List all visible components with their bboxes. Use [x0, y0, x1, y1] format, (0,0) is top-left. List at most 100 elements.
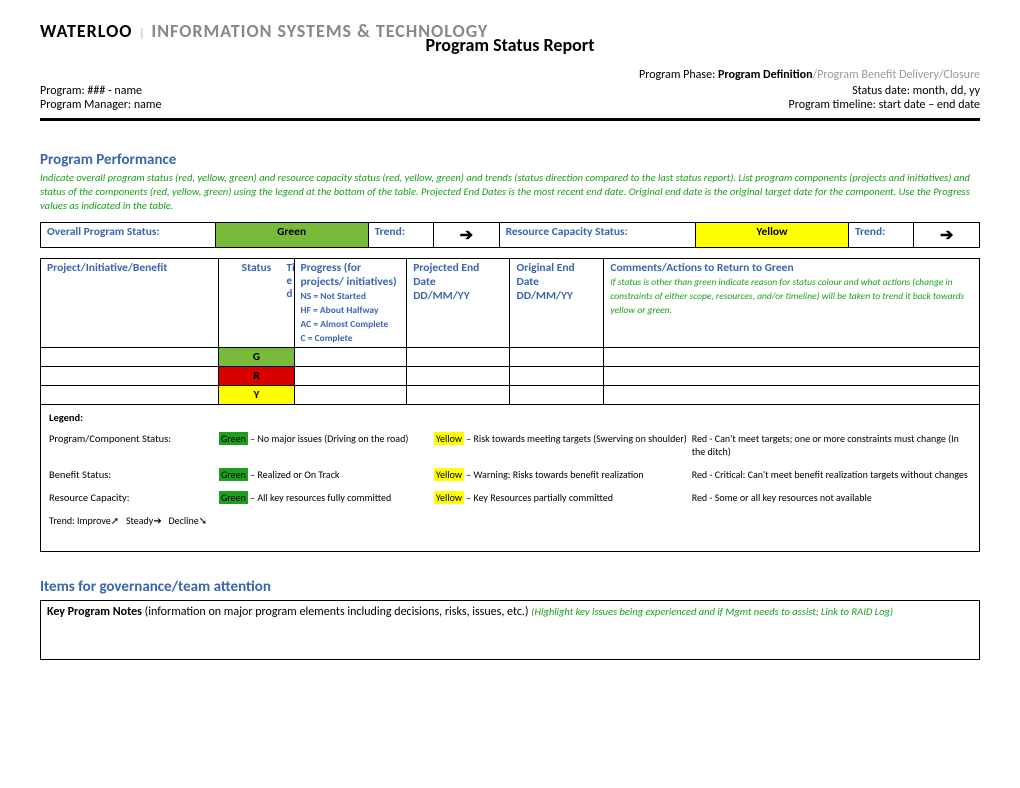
legend-yellow-text: – Warning: Risks towards benefit realiza…: [466, 468, 643, 481]
col-progress-sub: NS = Not Started HF = About Halfway AC =…: [301, 290, 389, 344]
legend-green: Green – No major issues (Driving on the …: [219, 432, 434, 445]
legend-green: Green – All key resources fully committe…: [219, 491, 434, 504]
arrow-down-icon: ➘: [199, 514, 207, 527]
cell-original: [510, 385, 604, 404]
trend1-label: Trend:: [368, 222, 434, 247]
cell-progress: [294, 366, 407, 385]
col-project: Project/Initiative/Benefit: [41, 258, 219, 347]
resource-status-label: Resource Capacity Status:: [499, 222, 696, 247]
cell-progress: [294, 347, 407, 366]
col-projected-sub: DD/MM/YY: [413, 289, 469, 303]
col-tiered-fragment: Tied: [287, 261, 295, 300]
program-name: Program: ### - name: [40, 84, 142, 98]
chip-yellow: Yellow: [434, 468, 464, 481]
resource-status-value: Yellow: [696, 222, 849, 247]
col-comments: Comments/Actions to Return to Green If s…: [604, 258, 980, 347]
legend-green-text: – All key resources fully committed: [250, 491, 391, 504]
arrow-right-icon: ➔: [153, 514, 161, 527]
legend-yellow: Yellow – Warning: Risks towards benefit …: [434, 468, 692, 481]
col-progress-label: Progress (for projects/ initiatives): [301, 261, 397, 289]
legend-yellow-text: – Risk towards meeting targets (Swerving…: [466, 432, 687, 445]
components-table: Project/Initiative/Benefit Status Tied P…: [40, 258, 980, 405]
org-name: WATERLOO: [40, 20, 132, 42]
table-row: G: [41, 347, 980, 366]
trend-legend: Trend: Improve➚ Steady➔ Decline➘: [49, 514, 971, 527]
legend-red: Red - Can't meet targets; one or more co…: [692, 432, 971, 458]
rule: [40, 118, 980, 121]
trend1-arrow: ➔: [434, 222, 500, 247]
col-status: Status: [219, 258, 294, 347]
legend-row-component: Program/Component Status: Green – No maj…: [49, 432, 971, 458]
key-notes-desc: (information on major program elements i…: [145, 605, 532, 619]
section-performance-title: Program Performance: [40, 151, 980, 169]
cell-projected: [407, 366, 510, 385]
chip-yellow: Yellow: [434, 491, 464, 504]
status-summary-table: Overall Program Status: Green Trend: ➔ R…: [40, 222, 980, 248]
program-manager: Program Manager: name: [40, 98, 161, 112]
cell-projected: [407, 347, 510, 366]
trend-steady: Steady: [126, 514, 153, 527]
cell-projected: [407, 385, 510, 404]
overall-status-value: Green: [215, 222, 368, 247]
col-progress: Tied Progress (for projects/ initiatives…: [294, 258, 407, 347]
trend2-arrow: ➔: [914, 222, 980, 247]
legend-row-resource: Resource Capacity: Green – All key resou…: [49, 491, 971, 504]
legend-label: Program/Component Status:: [49, 432, 219, 445]
col-comments-sub: If status is other than green indicate r…: [610, 276, 964, 316]
arrow-right-icon: ➔: [940, 226, 953, 245]
legend-red: Red - Some or all key resources not avai…: [692, 491, 971, 504]
legend-box: Legend: Program/Component Status: Green …: [40, 405, 980, 552]
performance-instructions: Indicate overall program status (red, ye…: [40, 171, 980, 214]
legend-red: Red - Critical: Can't meet benefit reali…: [692, 468, 971, 481]
col-original-label: Original End Date: [516, 261, 574, 289]
legend-yellow: Yellow – Risk towards meeting targets (S…: [434, 432, 692, 445]
cell-original: [510, 366, 604, 385]
chip-yellow: Yellow: [434, 432, 464, 445]
col-projected: Projected End Date DD/MM/YY: [407, 258, 510, 347]
meta-row-1: Program Phase: Program Definition/Progra…: [40, 68, 980, 82]
legend-green: Green – Realized or On Track: [219, 468, 434, 481]
legend-label: Benefit Status:: [49, 468, 219, 481]
cell-status: G: [219, 347, 294, 366]
trend-label: Trend:: [49, 514, 77, 527]
components-header-row: Project/Initiative/Benefit Status Tied P…: [41, 258, 980, 347]
trend-improve: Improve: [77, 514, 111, 527]
legend-green-text: – Realized or On Track: [250, 468, 339, 481]
trend-decline: Decline: [169, 514, 199, 527]
legend-yellow-text: – Key Resources partially committed: [466, 491, 613, 504]
legend-yellow: Yellow – Key Resources partially committ…: [434, 491, 692, 504]
cell-original: [510, 347, 604, 366]
col-comments-label: Comments/Actions to Return to Green: [610, 261, 793, 275]
key-notes-label: Key Program Notes: [47, 605, 145, 619]
meta-row-3: Program Manager: name Program timeline: …: [40, 98, 980, 112]
cell-comments: [604, 366, 980, 385]
program-timeline: Program timeline: start date – end date: [789, 98, 981, 112]
status-summary-row: Overall Program Status: Green Trend: ➔ R…: [41, 222, 980, 247]
cell-project: [41, 366, 219, 385]
chip-green: Green: [219, 468, 248, 481]
legend-row-benefit: Benefit Status: Green – Realized or On T…: [49, 468, 971, 481]
legend-title: Legend:: [49, 411, 971, 424]
cell-project: [41, 385, 219, 404]
table-row: Y: [41, 385, 980, 404]
arrow-right-icon: ➔: [460, 226, 473, 245]
divider: |: [139, 27, 145, 41]
meta-row-2: Program: ### - name Status date: month, …: [40, 84, 980, 98]
phase-inactive: /Program Benefit Delivery/Closure: [813, 68, 980, 82]
cell-comments: [604, 385, 980, 404]
governance-box: Key Program Notes (information on major …: [40, 600, 980, 660]
col-projected-label: Projected End Date: [413, 261, 479, 289]
cell-status: R: [219, 366, 294, 385]
overall-status-label: Overall Program Status:: [41, 222, 216, 247]
legend-label: Resource Capacity:: [49, 491, 219, 504]
status-date: Status date: month, dd, yy: [852, 84, 980, 98]
cell-project: [41, 347, 219, 366]
cell-progress: [294, 385, 407, 404]
phase-active: Program Definition: [718, 68, 813, 82]
col-original-sub: DD/MM/YY: [516, 289, 572, 303]
cell-status: Y: [219, 385, 294, 404]
cell-comments: [604, 347, 980, 366]
legend-green-text: – No major issues (Driving on the road): [250, 432, 408, 445]
trend2-label: Trend:: [848, 222, 914, 247]
section-governance-title: Items for governance/team attention: [40, 578, 980, 596]
